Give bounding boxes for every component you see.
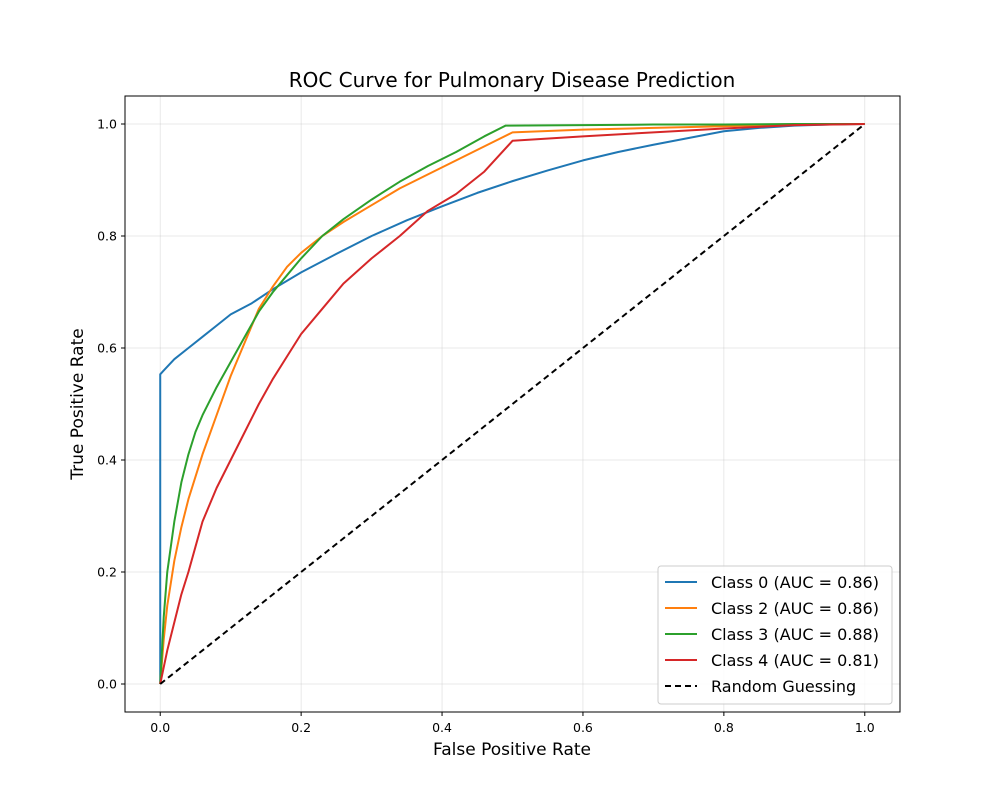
series-line-class-4-auc-0-81: [159, 123, 865, 685]
series-line-class-2-auc-0-86: [159, 123, 865, 685]
y-tick-label: 0.8: [97, 229, 117, 244]
legend: Class 0 (AUC = 0.86) Class 2 (AUC = 0.86)…: [657, 565, 893, 705]
chart-title: ROC Curve for Pulmonary Disease Predicti…: [289, 68, 736, 92]
y-tick-label: 0.4: [97, 453, 117, 468]
x-tick-label: 0.6: [573, 720, 593, 735]
legend-box: [657, 565, 893, 705]
x-tick-label: 0.8: [714, 720, 734, 735]
x-tick-label: 0.4: [432, 720, 452, 735]
legend-label: Class 0 (AUC = 0.86): [711, 573, 879, 592]
y-tick-label: 1.0: [97, 117, 117, 132]
x-tick-label: 1.0: [855, 720, 875, 735]
legend-label: Class 2 (AUC = 0.86): [711, 599, 879, 618]
y-tick-label: 0.2: [97, 565, 117, 580]
legend-entries: Class 0 (AUC = 0.86) Class 2 (AUC = 0.86)…: [665, 573, 879, 696]
y-tick-label: 0.0: [97, 677, 117, 692]
legend-label: Class 3 (AUC = 0.88): [711, 625, 879, 644]
x-tick-label: 0.2: [291, 720, 311, 735]
y-tick-label: 0.6: [97, 341, 117, 356]
x-axis-label: False Positive Rate: [433, 740, 591, 760]
plot-frame: [124, 95, 901, 713]
series-line-class-3-auc-0-88: [159, 123, 865, 685]
series-lines: [159, 123, 866, 685]
grid-lines: [125, 96, 900, 712]
y-axis-label: True Positive Rate: [68, 328, 88, 480]
legend-label: Random Guessing: [711, 677, 856, 696]
x-tick-label: 0.0: [150, 720, 170, 735]
series-line-class-0-auc-0-86: [159, 123, 865, 684]
axis-ticks: 0.0 0.2 0.4 0.6 0.8 1.0 0.0 0.2 0.4 0.6 0.8 1.0: [97, 117, 875, 736]
legend-label: Class 4 (AUC = 0.81): [711, 651, 879, 670]
